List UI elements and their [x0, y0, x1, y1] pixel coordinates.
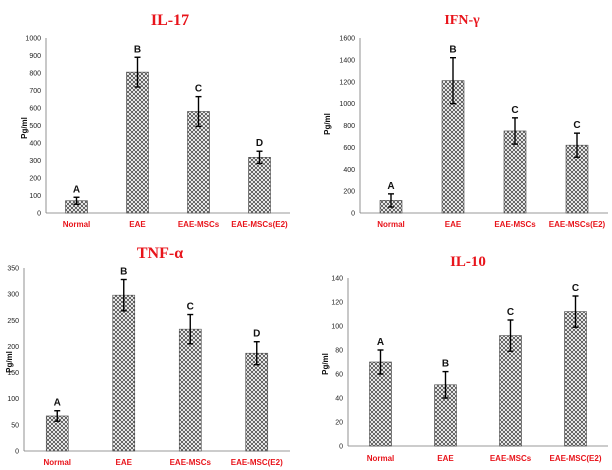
chart-panel-il17: IL-17 Pg/ml 0 100 200 300 400 500 600 700 800 900… — [20, 12, 290, 229]
chart-panel-il10: IL-10 Pg/ml 0 20 40 60 80 100 120 140 A B C C Norm… — [321, 254, 608, 463]
x-category-label: EAE-MSCs(E2) — [549, 220, 606, 229]
bar — [112, 294, 136, 452]
significance-label: C — [573, 120, 580, 131]
x-category-label: Normal — [377, 220, 405, 229]
significance-label: C — [187, 302, 194, 313]
y-tick-label: 80 — [335, 348, 343, 355]
bar — [178, 328, 202, 452]
y-axis-label: Pg/ml — [323, 113, 332, 135]
significance-label: B — [120, 267, 127, 278]
bar — [245, 352, 269, 452]
x-category-label: EAE-MSC(E2) — [549, 454, 601, 463]
y-tick-label: 600 — [343, 145, 355, 152]
x-category-label: EAE-MSC(E2) — [231, 458, 283, 467]
significance-label: A — [377, 337, 384, 348]
y-tick-label: 50 — [11, 422, 19, 429]
y-tick-label: 60 — [335, 372, 343, 379]
significance-label: A — [54, 398, 61, 409]
y-tick-label: 900 — [29, 53, 41, 60]
y-tick-label: 800 — [343, 123, 355, 130]
y-tick-label: 0 — [37, 211, 41, 218]
y-tick-label: 1000 — [339, 101, 355, 108]
y-tick-label: 1000 — [25, 36, 41, 43]
y-tick-label: 200 — [7, 344, 19, 351]
x-category-label: EAE-MSCs — [178, 220, 220, 229]
y-tick-label: 100 — [7, 396, 19, 403]
y-axis-label: Pg/ml — [20, 117, 29, 139]
x-category-label: EAE — [445, 220, 462, 229]
y-tick-label: 120 — [331, 300, 343, 307]
chart-panel-tnf-alpha: TNF-α Pg/ml 0 50 100 150 200 250 300 350 A B C D N… — [5, 245, 290, 467]
y-tick-label: 350 — [7, 266, 19, 273]
y-tick-label: 400 — [343, 167, 355, 174]
y-tick-label: 800 — [29, 71, 41, 78]
significance-label: B — [449, 45, 456, 56]
y-tick-label: 1400 — [339, 57, 355, 64]
x-category-label: EAE — [437, 454, 454, 463]
y-tick-label: 20 — [335, 420, 343, 427]
y-axis-label: Pg/ml — [321, 353, 330, 375]
y-tick-label: 100 — [331, 324, 343, 331]
y-tick-label: 1600 — [339, 36, 355, 43]
y-tick-label: 0 — [339, 444, 343, 451]
x-category-label: EAE-MSCs — [494, 220, 536, 229]
chart-title: TNF-α — [137, 245, 183, 262]
chart-title: IL-17 — [151, 12, 189, 29]
y-tick-label: 40 — [335, 396, 343, 403]
significance-label: C — [195, 84, 202, 95]
bar — [499, 335, 522, 447]
significance-label: C — [572, 283, 579, 294]
bar — [126, 71, 149, 214]
x-category-label: EAE-MSCs — [170, 458, 212, 467]
significance-label: A — [73, 184, 80, 195]
x-category-label: EAE-MSCs(E2) — [231, 220, 288, 229]
y-tick-label: 300 — [7, 292, 19, 299]
significance-label: B — [134, 44, 141, 55]
y-tick-label: 300 — [29, 158, 41, 165]
y-tick-label: 600 — [29, 106, 41, 113]
significance-label: C — [507, 307, 514, 318]
x-category-label: EAE-MSCs — [490, 454, 532, 463]
significance-label: D — [253, 329, 260, 340]
chart-panel-ifn-gamma: IFN-γ Pg/ml 0 200 400 600 800 1000 1200 1400 160… — [323, 13, 608, 229]
chart-title: IFN-γ — [444, 13, 480, 28]
significance-label: B — [442, 359, 449, 370]
y-tick-label: 150 — [7, 370, 19, 377]
significance-label: A — [387, 181, 394, 192]
y-tick-label: 700 — [29, 88, 41, 95]
significance-label: C — [511, 105, 518, 116]
y-tick-label: 200 — [343, 189, 355, 196]
x-category-label: EAE — [116, 458, 133, 467]
bar — [564, 311, 587, 447]
y-tick-label: 1200 — [339, 79, 355, 86]
x-category-label: Normal — [367, 454, 395, 463]
y-tick-label: 500 — [29, 123, 41, 130]
y-tick-label: 0 — [15, 449, 19, 456]
y-tick-label: 200 — [29, 176, 41, 183]
bar — [248, 157, 271, 214]
y-tick-label: 140 — [331, 276, 343, 283]
x-category-label: EAE — [129, 220, 146, 229]
chart-title: IL-10 — [450, 254, 486, 270]
y-tick-label: 400 — [29, 141, 41, 148]
y-axis-label: Pg/ml — [5, 351, 14, 373]
y-tick-label: 250 — [7, 318, 19, 325]
x-category-label: Normal — [43, 458, 71, 467]
x-category-label: Normal — [63, 220, 91, 229]
y-tick-label: 0 — [351, 211, 355, 218]
significance-label: D — [256, 138, 263, 149]
y-tick-label: 100 — [29, 193, 41, 200]
